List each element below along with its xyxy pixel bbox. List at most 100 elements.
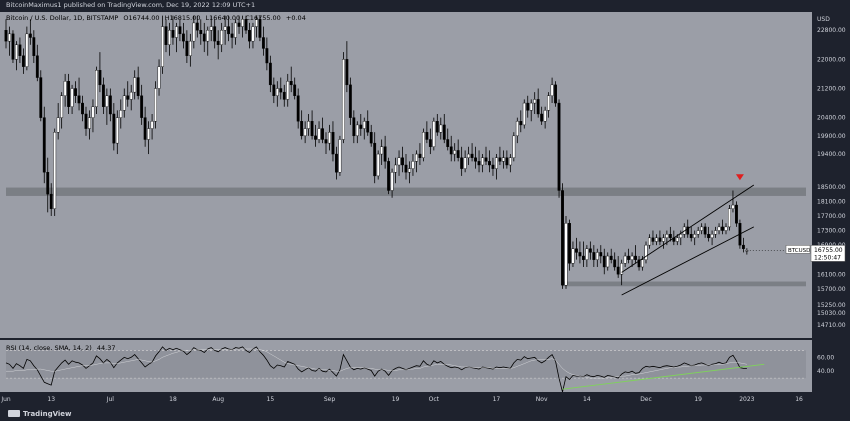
candle-body[interactable] [425, 132, 429, 140]
candle-body[interactable] [536, 99, 540, 115]
candle-body[interactable] [641, 259, 644, 268]
candle-body[interactable] [432, 121, 436, 147]
candle-body[interactable] [456, 150, 460, 158]
candle-body[interactable] [157, 66, 161, 89]
candle-body[interactable] [310, 121, 314, 137]
candle-body[interactable] [415, 153, 418, 162]
candle-body[interactable] [557, 102, 561, 191]
candle-body[interactable] [261, 37, 265, 49]
candle-body[interactable] [133, 77, 137, 93]
candle-body[interactable] [522, 102, 526, 126]
candle-body[interactable] [345, 59, 349, 86]
candle-body[interactable] [241, 19, 244, 27]
candle-body[interactable] [88, 117, 91, 129]
candle-body[interactable] [435, 121, 439, 133]
candle-body[interactable] [275, 88, 279, 96]
candle-body[interactable] [595, 252, 599, 260]
candle-body[interactable] [366, 121, 370, 133]
candle-body[interactable] [303, 128, 307, 137]
candle-body[interactable] [282, 91, 286, 100]
candle-body[interactable] [564, 223, 568, 286]
candle-body[interactable] [21, 55, 25, 67]
candle-body[interactable] [655, 237, 658, 242]
candle-body[interactable] [348, 84, 352, 118]
candle-body[interactable] [648, 237, 651, 246]
candle-body[interactable] [421, 132, 425, 158]
candle-body[interactable] [714, 230, 717, 235]
candle-body[interactable] [95, 70, 98, 107]
candle-body[interactable] [248, 30, 251, 42]
candle-body[interactable] [328, 132, 331, 144]
candle-body[interactable] [609, 255, 613, 260]
candle-body[interactable] [675, 237, 679, 242]
candle-body[interactable] [463, 157, 467, 169]
rsi-line[interactable] [5, 346, 747, 393]
candle-body[interactable] [268, 62, 272, 86]
candle-body[interactable] [512, 135, 516, 158]
candle-body[interactable] [710, 233, 714, 239]
candle-body[interactable] [15, 44, 18, 60]
candle-body[interactable] [70, 88, 74, 107]
candle-body[interactable] [380, 146, 384, 155]
candle-body[interactable] [49, 193, 53, 209]
candle-body[interactable] [108, 95, 112, 115]
candle-body[interactable] [164, 26, 168, 45]
candle-body[interactable] [209, 26, 213, 31]
candle-body[interactable] [91, 106, 95, 118]
candle-body[interactable] [105, 95, 109, 107]
candle-body[interactable] [401, 157, 404, 166]
candle-body[interactable] [272, 84, 276, 96]
candle-body[interactable] [63, 81, 67, 96]
candle-body[interactable] [404, 164, 408, 173]
candle-body[interactable] [665, 233, 669, 239]
candle-body[interactable] [651, 237, 655, 242]
candle-body[interactable] [724, 226, 728, 231]
candle-body[interactable] [181, 33, 185, 42]
candle-body[interactable] [338, 139, 342, 173]
candle-body[interactable] [693, 233, 697, 239]
candle-body[interactable] [533, 99, 537, 104]
candle-body[interactable] [42, 117, 46, 173]
candle-body[interactable] [161, 26, 164, 67]
candle-body[interactable] [8, 33, 11, 42]
candle-body[interactable] [18, 44, 22, 56]
candle-body[interactable] [4, 30, 8, 42]
candle-body[interactable] [101, 84, 105, 107]
candle-body[interactable] [540, 113, 544, 122]
candle-body[interactable] [571, 248, 575, 264]
candle-body[interactable] [383, 146, 387, 162]
candle-body[interactable] [515, 121, 519, 137]
candle-body[interactable] [143, 117, 147, 140]
candle-body[interactable] [168, 30, 171, 45]
candle-body[interactable] [265, 48, 269, 64]
candle-body[interactable] [46, 172, 50, 195]
candle-body[interactable] [442, 124, 446, 140]
candle-body[interactable] [77, 95, 81, 104]
candle-body[interactable] [679, 233, 683, 239]
candle-body[interactable] [550, 84, 554, 96]
candle-body[interactable] [581, 255, 585, 260]
candle-body[interactable] [508, 157, 512, 166]
candle-body[interactable] [689, 233, 693, 239]
candle-body[interactable] [634, 255, 637, 260]
candle-body[interactable] [150, 121, 154, 129]
candle-body[interactable] [175, 26, 178, 38]
candle-body[interactable] [331, 132, 335, 155]
candle-body[interactable] [630, 255, 634, 260]
candle-body[interactable] [390, 172, 394, 191]
candle-body[interactable] [616, 266, 620, 275]
candle-body[interactable] [488, 161, 491, 166]
channel-lower-line[interactable] [621, 226, 755, 296]
candle-body[interactable] [741, 244, 745, 249]
candle-body[interactable] [28, 33, 32, 38]
candle-body[interactable] [721, 226, 724, 231]
candle-body[interactable] [397, 157, 401, 166]
candle-body[interactable] [335, 153, 338, 173]
resistance-zone[interactable] [6, 187, 806, 196]
candle-body[interactable] [394, 164, 397, 173]
candle-body[interactable] [700, 226, 704, 231]
candle-body[interactable] [195, 22, 199, 31]
candle-body[interactable] [376, 153, 380, 177]
candle-body[interactable] [213, 26, 217, 42]
candle-body[interactable] [185, 40, 189, 56]
